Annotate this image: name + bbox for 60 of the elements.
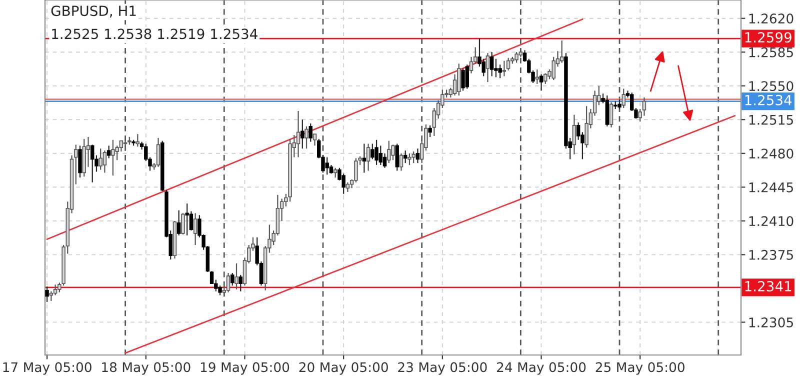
candlestick — [374, 139, 378, 166]
chart-title: GBPUSD, H1 — [51, 6, 136, 18]
candlestick — [457, 63, 461, 96]
candlestick — [395, 143, 399, 172]
y-tick-label: 1.2585 — [749, 47, 793, 58]
candlestick — [333, 167, 338, 178]
y-tick-label: 1.2445 — [749, 182, 793, 192]
candlestick — [469, 56, 474, 74]
candlestick — [378, 145, 383, 166]
y-tick-label: 1.2515 — [749, 114, 793, 125]
candlestick — [382, 152, 387, 168]
ref-line-label: 1.2534 — [745, 94, 792, 106]
candlestick — [370, 143, 374, 160]
candlestick — [576, 122, 580, 140]
candlestick — [78, 145, 82, 178]
candlestick — [622, 88, 626, 109]
candlestick — [176, 210, 181, 236]
y-tick-label: 1.2410 — [749, 216, 794, 226]
candlestick — [325, 156, 329, 176]
candlestick — [416, 148, 420, 164]
candlestick — [312, 134, 317, 146]
x-tick-label: 20 May 05:00 — [299, 362, 388, 375]
candlestick — [490, 52, 494, 77]
ref-line-label: 1.2341 — [745, 280, 792, 292]
y-tick-label: 1.2375 — [749, 250, 793, 260]
x-tick-label: 18 May 05:00 — [102, 362, 190, 375]
y-tick-label: 1.2305 — [749, 317, 793, 328]
candlestick — [300, 119, 304, 150]
y-tick-label: 1.2550 — [749, 81, 794, 92]
candlestick — [45, 286, 49, 302]
y-tick-label: 1.2620 — [749, 14, 794, 24]
candlestick — [642, 96, 646, 116]
candlestick — [230, 272, 234, 286]
candlestick — [539, 74, 544, 92]
candlestick — [403, 150, 408, 164]
x-tick-label: 25 May 05:00 — [596, 362, 684, 375]
candlestick — [238, 274, 242, 292]
candlestick — [106, 145, 111, 159]
candlestick — [461, 68, 465, 92]
y-tick-label: 1.2480 — [749, 148, 794, 159]
candlestick — [53, 284, 58, 296]
x-tick-label: 23 May 05:00 — [398, 362, 487, 375]
candlestick — [428, 124, 432, 138]
x-tick-label: 19 May 05:00 — [200, 362, 290, 375]
ref-line-label: 1.2599 — [745, 32, 792, 43]
candlestick — [136, 134, 140, 148]
candlestick — [304, 126, 308, 150]
candlestick — [189, 210, 194, 232]
x-tick-label: 24 May 05:00 — [496, 362, 586, 375]
candlestick — [308, 122, 312, 142]
candlestick — [502, 60, 506, 77]
candlestick — [618, 98, 622, 110]
candlestick — [486, 52, 490, 83]
text: 1.2525 1.2538 1.2519 1.2534 — [52, 28, 258, 40]
candlestick — [465, 64, 469, 90]
candlestick — [185, 202, 189, 236]
candlestick — [90, 144, 94, 183]
x-tick-label: 17 May 05:00 — [3, 362, 92, 375]
candlestick — [234, 262, 238, 290]
candlestick — [362, 143, 366, 174]
